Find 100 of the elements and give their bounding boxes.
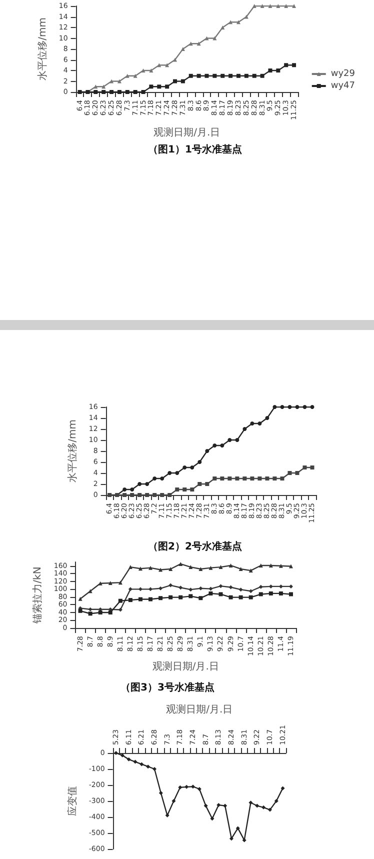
y-axis-title: 锚索拉力/kN [32,566,44,624]
point [190,784,195,789]
point [158,568,163,572]
point [218,592,223,596]
text: （图1）1号水准基点 [148,144,242,156]
point [288,471,292,475]
point [148,566,153,570]
point [149,84,154,89]
point [138,587,142,592]
point [180,79,185,84]
point [128,565,132,570]
point [160,493,164,497]
point [152,476,157,480]
point [168,471,172,475]
point [178,562,183,566]
point [148,597,153,602]
point [288,405,292,409]
y-axis-title: 水平位移/mm [66,420,78,482]
point [184,784,189,789]
point [198,586,203,590]
point [242,427,247,431]
point [158,791,163,795]
point [292,4,296,8]
point [208,591,213,596]
point [295,471,300,475]
point [173,79,177,84]
point [88,589,92,594]
point [250,476,254,480]
point [133,74,138,78]
point [244,14,248,19]
point [208,566,213,570]
point [188,594,193,598]
point [198,596,203,600]
point [130,493,134,497]
point [310,405,314,409]
point [138,597,142,602]
point [302,466,307,470]
point [276,68,280,72]
point [235,438,240,442]
point [228,20,233,24]
point [258,476,262,480]
point [248,589,253,594]
point [152,493,157,497]
point [178,586,183,590]
point [168,493,172,497]
text: （图3）3号水准基点 [120,682,214,694]
point [145,482,150,486]
point [138,566,142,571]
point [310,466,314,470]
point [276,4,280,8]
point [260,74,264,78]
point [141,90,146,94]
point [220,476,224,480]
point [212,74,217,78]
y-axis-title: 应变值 [66,786,78,816]
point [128,598,132,602]
point [180,47,185,51]
point [248,595,253,600]
point [220,74,225,78]
point [78,596,82,601]
point [130,488,134,492]
point [157,84,162,89]
point [168,583,173,588]
point [110,79,114,84]
point [268,591,273,596]
point [268,808,272,812]
point [168,566,173,571]
point [178,785,182,790]
point [98,610,102,614]
point [138,493,142,497]
point [140,762,144,766]
point [218,584,223,588]
point [145,493,150,497]
point [146,764,150,769]
point [188,74,193,78]
point [229,836,234,841]
point [98,581,102,586]
point [235,476,240,480]
point [258,422,262,426]
point [168,595,173,600]
point [228,595,233,600]
point [212,444,217,448]
point [228,74,233,78]
point [220,444,224,448]
y-axis-title: 水平位移/mm [36,18,48,80]
point [128,587,132,592]
point [114,751,118,755]
point [149,68,154,72]
point [210,816,214,821]
point [198,460,202,464]
text: （图2）2号水准基点 [148,540,242,552]
point [262,805,266,810]
point [152,767,156,771]
point [268,563,273,568]
point [117,79,122,84]
point [288,592,293,596]
point [268,4,272,8]
point [278,564,283,568]
point [272,405,277,409]
point [216,803,221,807]
